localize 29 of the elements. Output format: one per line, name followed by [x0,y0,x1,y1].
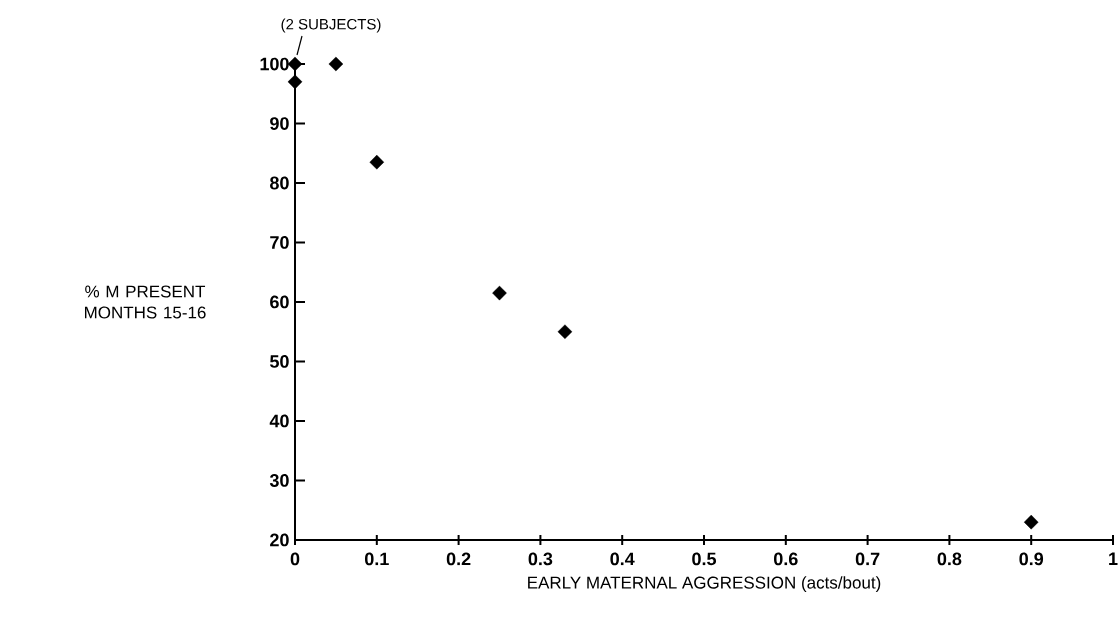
point [1023,514,1039,530]
y-tick-label: 70 [270,236,289,249]
x-tick-label: 0.8 [937,552,962,566]
y-tick-label: 80 [270,176,289,190]
x-tick-label: 0.2 [446,552,471,566]
x-tick-label: 0.1 [365,552,389,566]
y-tick-label: 100 [260,57,289,71]
x-tick-label: 1 [1109,552,1118,565]
x-tick-label: 0.6 [774,552,798,566]
point [328,56,344,72]
y-tick-label: 90 [270,117,289,130]
y-tick-label: 40 [269,414,289,428]
x-tick-label: 0.4 [610,552,635,566]
point [287,74,303,90]
point [369,154,385,170]
y-axis-title: % M PRESENT MONTHS 15-16 [84,285,206,319]
y-tick-label: 30 [269,474,289,487]
point [492,285,507,301]
x-tick-label: 0.3 [528,552,553,566]
point [557,324,573,340]
y-tick-label: 50 [270,355,289,368]
y-tick-label: 20 [270,533,289,547]
x-tick-label: 0.9 [1019,552,1044,566]
x-axis-title: EARLY MATERNAL AGGRESSION (acts/bout) [528,576,881,592]
annotation: (2 SUBJECTS) [281,18,381,33]
x-tick-label: 0 [290,552,300,566]
y-tick-label: 60 [270,295,289,309]
x-tick-label: 0.5 [692,552,717,566]
x-tick-label: 0.7 [855,552,880,566]
